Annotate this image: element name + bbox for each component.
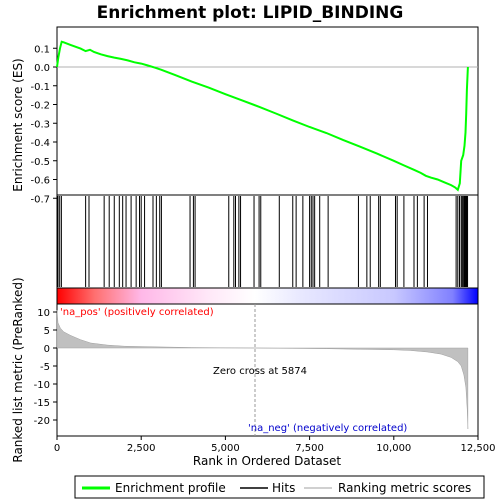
metric-panel: 10 5 0 -5 -10 -15 -20 'na_pos' (positively cor… (34, 303, 479, 437)
x-tick-label: 7,500 (295, 443, 324, 454)
es-tick-label: -0.2 (30, 101, 50, 112)
ranked-metric-layer (56, 310, 469, 430)
es-tick-label: 0.0 (34, 63, 50, 74)
x-axis-label: Rank in Ordered Dataset (193, 454, 341, 468)
rank-color-bar (56, 287, 479, 305)
metric-tick-label: -15 (34, 398, 50, 409)
metric-axis-ticks: 10 5 0 -5 -10 -15 -20 (34, 308, 57, 427)
hits-panel-frame (56, 194, 479, 289)
ranked-metric-area (56, 310, 469, 430)
es-tick-label: 0.1 (34, 44, 50, 55)
x-tick-label: 12,500 (461, 443, 496, 454)
x-tick-label: 5,000 (211, 443, 240, 454)
x-tick-label: 2,500 (127, 443, 156, 454)
metric-tick-label: 10 (37, 308, 50, 319)
legend-metric-label: Ranking metric scores (338, 481, 471, 495)
x-axis-ticks: 0 2,500 5,000 7,500 10,000 12,500 (54, 436, 496, 454)
legend-profile-label: Enrichment profile (115, 481, 226, 495)
metric-tick-label: -20 (34, 416, 50, 427)
legend: Enrichment profile Hits Ranking metric s… (74, 475, 485, 499)
zero-cross-label: Zero cross at 5874 (213, 366, 307, 377)
es-panel: 0.1 0.0 -0.1 -0.2 -0.3 -0.4 -0.5 -0.6 -0.7 (30, 26, 479, 205)
enrichment-profile-line (56, 40, 469, 192)
es-axis-ticks: 0.1 0.0 -0.1 -0.2 -0.3 -0.4 -0.5 -0.6 -0.7 (30, 44, 57, 205)
metric-tick-label: -10 (34, 380, 50, 391)
neg-correlated-label: 'na_neg' (negatively correlated) (248, 423, 407, 434)
legend-hits-label: Hits (272, 481, 295, 495)
es-tick-label: -0.5 (30, 157, 50, 168)
es-tick-label: -0.1 (30, 82, 50, 93)
metric-tick-label: 5 (44, 326, 50, 337)
legend-box (74, 475, 485, 499)
es-tick-label: -0.7 (30, 194, 50, 205)
hits-panel (56, 194, 479, 305)
metric-tick-label: 0 (44, 344, 50, 355)
x-tick-label: 10,000 (376, 443, 411, 454)
metric-panel-frame (56, 303, 479, 437)
es-tick-label: -0.4 (30, 138, 50, 149)
enrichment-profile-layer (56, 40, 469, 192)
hit-markers (57, 196, 469, 287)
pos-correlated-label: 'na_pos' (positively correlated) (60, 307, 214, 318)
metric-axis-label: Ranked list metric (PreRanked) (11, 277, 25, 462)
es-tick-label: -0.3 (30, 119, 50, 130)
es-tick-label: -0.6 (30, 176, 50, 187)
x-tick-label: 0 (54, 443, 60, 454)
es-axis-label: Enrichment score (ES) (11, 58, 25, 191)
metric-tick-label: -5 (40, 362, 50, 373)
chart-title: Enrichment plot: LIPID_BINDING (97, 3, 404, 23)
